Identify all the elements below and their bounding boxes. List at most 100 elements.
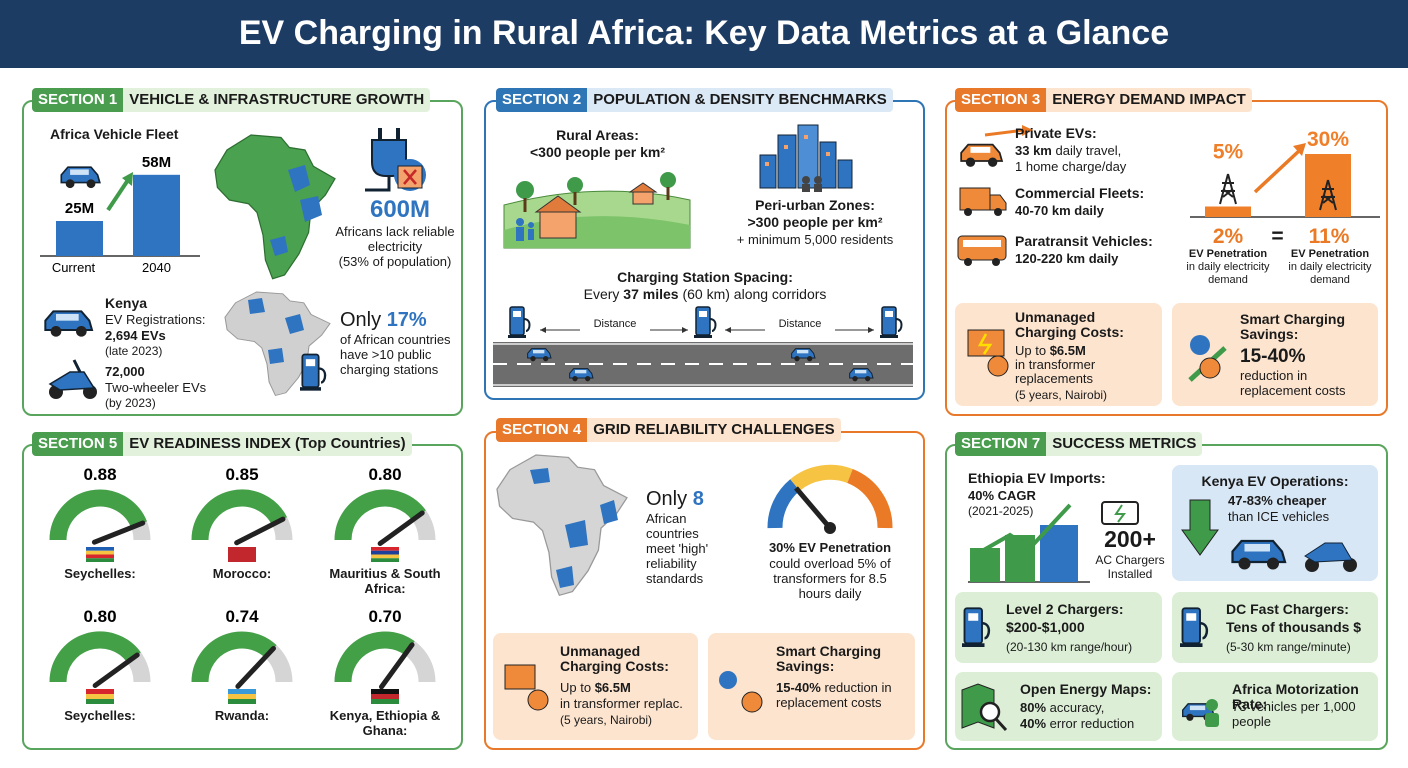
decoration	[493, 342, 913, 387]
section-title: ENERGY DEMAND IMPACT	[1046, 88, 1252, 112]
fleet-title: Africa Vehicle Fleet	[50, 126, 179, 142]
decoration	[1181, 499, 1219, 556]
box-prefix: Up to	[1015, 343, 1047, 358]
box-note: (20-130 km range/hour)	[1006, 640, 1133, 654]
vehicle-name: Commercial Fleets:	[1015, 185, 1145, 201]
spacing-title: Charging Station Spacing:	[617, 269, 793, 285]
section-number: SECTION 2	[496, 88, 588, 112]
decoration	[106, 178, 130, 212]
decoration	[819, 141, 837, 189]
decoration	[777, 134, 797, 189]
bar	[56, 221, 103, 256]
decoration	[530, 468, 618, 588]
decoration	[1040, 525, 1078, 582]
demand-label: EV Penetration	[1188, 248, 1268, 260]
decoration	[719, 671, 737, 689]
periurban-title: Peri-urban Zones:	[755, 197, 875, 213]
decoration	[508, 306, 531, 339]
decoration	[957, 235, 1007, 261]
kenya-two-wheelers: 72,000	[105, 364, 145, 379]
decoration	[1205, 713, 1219, 727]
section-tag: SECTION 1 VEHICLE & INFRASTRUCTURE GROWTH	[32, 88, 431, 112]
box-value: 15-40%	[1240, 346, 1306, 367]
gauge-needle	[92, 652, 140, 689]
decoration	[1180, 606, 1209, 649]
decoration	[960, 143, 1003, 168]
periurban-density: >300 people per km²	[747, 214, 883, 230]
decoration	[72, 359, 82, 373]
box-text: reduction in replacement costs	[776, 680, 892, 710]
spacing-suffix: (60 km) along corridors	[682, 286, 827, 302]
decoration	[994, 717, 1008, 732]
country-label: Kenya, Ethiopia & Ghana:	[329, 708, 441, 738]
decoration	[504, 664, 536, 690]
electricity-value: 600M	[369, 196, 431, 223]
flag-stripe	[371, 550, 399, 555]
decoration	[694, 306, 717, 339]
decoration	[846, 469, 893, 529]
section-title: SUCCESS METRICS	[1046, 432, 1203, 456]
electricity-note: (53% of population)	[338, 254, 452, 269]
decoration	[60, 166, 101, 189]
box-note: (5 years, Nairobi)	[560, 713, 653, 727]
demand-value: 11%	[1308, 225, 1350, 248]
decoration	[826, 152, 830, 156]
kenya-ops-text: than ICE vehicles	[1228, 509, 1330, 524]
decoration	[964, 208, 972, 216]
flag-stripe	[371, 699, 399, 704]
kenya-ops-value: 47-83% cheaper	[1228, 493, 1327, 508]
decoration	[767, 479, 801, 529]
decoration	[989, 194, 1007, 211]
decoration	[802, 176, 810, 184]
section-tag: SECTION 4 GRID RELIABILITY CHALLENGES	[496, 418, 841, 442]
decoration	[516, 218, 524, 226]
bar	[133, 174, 180, 256]
equals-sign: =	[1271, 225, 1284, 248]
decoration	[1253, 148, 1302, 194]
section-title: POPULATION & DENSITY BENCHMARKS	[587, 88, 893, 112]
gauge-value: 0.80	[83, 607, 116, 626]
decoration	[987, 355, 1009, 377]
decoration	[725, 327, 731, 333]
section-title: EV READINESS INDEX (Top Countries)	[123, 432, 412, 456]
flag-stripe	[86, 689, 114, 694]
decoration	[516, 227, 524, 241]
country-label: Mauritius & South Africa:	[329, 566, 441, 596]
reliability-value: 8	[692, 488, 704, 510]
decoration	[528, 222, 534, 228]
overload-text: could overload 5% of transformers for 8.…	[769, 556, 891, 601]
demand-sublabel: in daily electricity demand	[1288, 261, 1372, 286]
vehicle-value: 40-70 km daily	[1015, 203, 1104, 218]
decoration	[248, 298, 304, 364]
decoration	[759, 154, 777, 189]
box-prefix: Up to	[560, 680, 592, 695]
electricity-text: Africans lack reliable electricity	[335, 224, 455, 254]
decoration	[628, 182, 658, 193]
decoration	[48, 371, 96, 391]
decoration	[880, 306, 903, 339]
gauge-fill	[49, 631, 141, 683]
gauge-fill	[191, 489, 287, 541]
bar-value-label: 25M	[65, 200, 94, 217]
decoration	[1199, 357, 1221, 379]
decoration	[804, 135, 808, 139]
spacing-text: Every 37 miles (60 km) along corridors	[520, 287, 890, 302]
decoration	[994, 208, 1002, 216]
info-box	[1172, 303, 1378, 406]
section-number: SECTION 4	[496, 418, 588, 442]
gauge-value: 0.80	[368, 465, 401, 484]
chargers-value: 200+	[1104, 526, 1156, 552]
box-text: 80% accuracy,	[1020, 700, 1104, 715]
flag-stripe	[228, 694, 256, 699]
decoration	[959, 187, 991, 211]
kenya-text: Two-wheeler EVs	[105, 380, 207, 395]
gauge-needle	[234, 516, 286, 546]
box-text: 73 vehicles per 1,000 people	[1232, 699, 1356, 729]
country-label: Rwanda:	[214, 708, 270, 723]
section-tag: SECTION 7 SUCCESS METRICS	[955, 432, 1203, 456]
gauge-fill	[191, 631, 277, 683]
section-tag: SECTION 2 POPULATION & DENSITY BENCHMARKS	[496, 88, 893, 112]
kenya-text: EV Registrations:	[105, 312, 206, 327]
flag-stripe	[86, 694, 114, 699]
